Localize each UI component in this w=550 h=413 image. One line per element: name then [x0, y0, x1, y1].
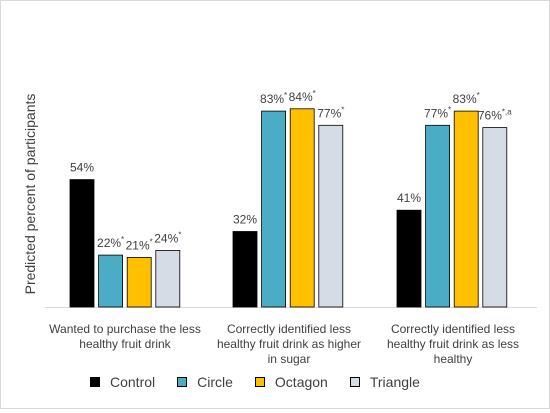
legend-label: Triangle — [369, 374, 420, 390]
legend-label: Circle — [197, 374, 233, 390]
data-label: 76%*,a — [478, 108, 512, 123]
legend-swatch — [177, 377, 188, 387]
data-label: 32% — [233, 213, 257, 227]
data-label: 83%* — [453, 91, 480, 106]
category-label-3: Correctly identified less healthy fruit d… — [387, 322, 519, 366]
data-label: 21%* — [126, 237, 153, 252]
bar-triangle-1 — [155, 249, 181, 308]
legend: Control Circle Octagon Triangle — [90, 371, 470, 393]
bar-circle-3 — [425, 124, 451, 308]
data-label: 41% — [397, 191, 421, 205]
bar-octagon-1 — [126, 256, 152, 308]
data-label: 24%* — [154, 230, 181, 245]
legend-item-control: Control — [90, 374, 155, 390]
bar-control-1 — [69, 179, 95, 308]
category-label-2: Correctly identified less healthy fruit d… — [217, 322, 361, 366]
bar-triangle-2 — [318, 124, 344, 308]
bar-circle-2 — [261, 110, 287, 308]
bar-control-3 — [396, 209, 422, 308]
data-label: 54% — [70, 161, 94, 175]
bar-octagon-3 — [453, 110, 479, 308]
legend-swatch — [254, 377, 265, 387]
bar-control-2 — [232, 231, 258, 308]
legend-label: Control — [110, 374, 156, 390]
data-label: 84%* — [289, 89, 316, 104]
category-label-1: Wanted to purchase the less healthy fruit… — [49, 322, 201, 351]
data-label: 77%* — [424, 105, 451, 120]
data-label: 77%* — [317, 105, 344, 120]
bar-octagon-2 — [289, 108, 315, 308]
legend-swatch — [349, 377, 360, 387]
data-label: 83%* — [260, 91, 287, 106]
bar-circle-1 — [98, 254, 123, 308]
legend-label: Octagon — [274, 374, 328, 390]
legend-item-triangle: Triangle — [349, 374, 420, 390]
bar-triangle-3 — [482, 127, 508, 308]
legend-item-circle: Circle — [177, 374, 233, 390]
legend-item-octagon: Octagon — [254, 374, 328, 390]
data-label: 22%* — [97, 235, 124, 250]
legend-swatch — [90, 377, 100, 387]
y-axis-label: Predicted percent of participants — [22, 94, 38, 295]
